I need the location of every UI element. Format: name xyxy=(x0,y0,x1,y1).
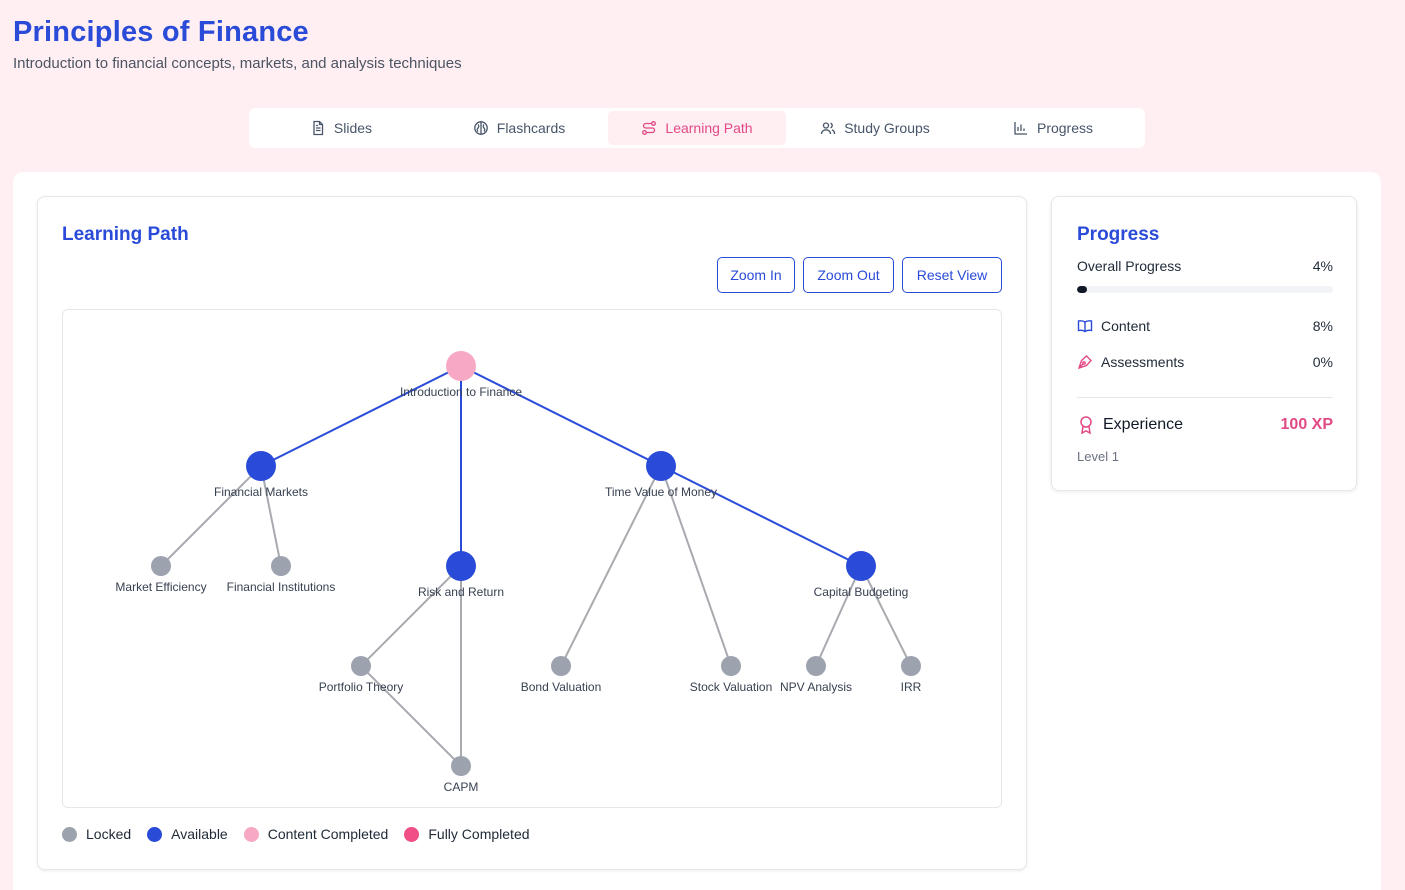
node-label-portfolio: Portfolio Theory xyxy=(319,680,404,694)
content-row: Content 8% xyxy=(1077,318,1333,334)
progress-title: Progress xyxy=(1077,224,1160,245)
experience-row: Experience 100 XP xyxy=(1077,415,1333,435)
document-icon xyxy=(313,120,324,136)
edge-markets-institutions xyxy=(260,465,282,567)
content-value: 8% xyxy=(1312,318,1333,334)
edge-portfolio-capm xyxy=(360,665,462,767)
overall-progress-bar xyxy=(1077,286,1333,293)
node-label-markets: Financial Markets xyxy=(214,485,308,499)
book-icon xyxy=(1077,320,1093,333)
legend-label: Content Completed xyxy=(267,826,389,842)
legend-item-content-completed: Content Completed xyxy=(243,826,389,842)
node-label-efficiency: Market Efficiency xyxy=(115,580,206,594)
node-label-capbud: Capital Budgeting xyxy=(814,585,909,599)
brain-icon xyxy=(473,121,488,135)
node-label-stock: Stock Valuation xyxy=(690,680,773,694)
reset-view-button[interactable]: Reset View xyxy=(902,257,1002,293)
legend-dot-fully-completed xyxy=(404,826,420,842)
node-label-institutions: Financial Institutions xyxy=(227,580,336,594)
tab-progress[interactable]: Progress xyxy=(964,111,1142,145)
overall-progress-row: Overall Progress 4% xyxy=(1077,258,1333,274)
overall-progress-label: Overall Progress xyxy=(1077,258,1182,274)
edge-tvm-stock xyxy=(660,465,732,667)
node-bond[interactable] xyxy=(551,656,571,676)
edge-tvm-bond xyxy=(560,465,662,667)
legend-item-fully-completed: Fully Completed xyxy=(404,826,530,842)
zoom-out-button[interactable]: Zoom Out xyxy=(803,257,894,293)
experience-value: 100 XP xyxy=(1280,416,1333,433)
node-label-irr: IRR xyxy=(901,680,922,694)
tab-label: Slides xyxy=(333,120,373,136)
tab-flashcards[interactable]: Flashcards xyxy=(430,111,608,145)
tab-label: Learning Path xyxy=(665,120,753,136)
overall-progress-fill xyxy=(1077,286,1088,293)
level-text: Level 1 xyxy=(1077,449,1119,464)
tab-label: Progress xyxy=(1036,120,1094,136)
node-irr[interactable] xyxy=(901,656,921,676)
legend-item-locked: Locked xyxy=(62,826,131,842)
tab-study-groups[interactable]: Study Groups xyxy=(786,111,964,145)
node-npv[interactable] xyxy=(806,656,826,676)
route-icon xyxy=(642,121,657,135)
node-label-bond: Bond Valuation xyxy=(521,680,602,694)
pen-tool-icon xyxy=(1077,355,1092,370)
node-capbud[interactable] xyxy=(846,551,876,581)
graph-canvas[interactable]: Introduction to Finance Financial Markets… xyxy=(63,310,1002,808)
overall-progress-value: 4% xyxy=(1312,258,1333,274)
assessments-value: 0% xyxy=(1312,354,1333,370)
divider xyxy=(1077,397,1333,398)
content-label: Content xyxy=(1101,318,1151,334)
page-title: Principles of Finance xyxy=(13,16,309,48)
edge-risk-portfolio xyxy=(360,565,462,667)
edge-capbud-npv xyxy=(815,565,862,667)
legend-dot-available xyxy=(147,826,163,842)
node-risk[interactable] xyxy=(446,551,476,581)
node-label-tvm: Time Value of Money xyxy=(605,485,717,499)
node-label-risk: Risk and Return xyxy=(418,585,504,599)
tab-learning-path[interactable]: Learning Path xyxy=(608,111,786,145)
assessments-row: Assessments 0% xyxy=(1077,354,1333,370)
legend: Locked Available Content Completed Fully… xyxy=(62,826,530,842)
users-icon xyxy=(821,122,836,135)
node-label-npv: NPV Analysis xyxy=(780,680,852,694)
node-capm[interactable] xyxy=(451,756,471,776)
learning-path-graph[interactable]: Introduction to Finance Financial Markets… xyxy=(62,309,1002,808)
learning-path-title: Learning Path xyxy=(62,224,189,245)
node-label-intro: Introduction to Finance xyxy=(400,385,522,399)
tab-label: Study Groups xyxy=(844,120,930,136)
edge-intro-markets xyxy=(260,365,462,467)
edge-markets-efficiency xyxy=(160,465,262,567)
award-icon xyxy=(1080,416,1092,435)
bar-chart-icon xyxy=(1014,122,1027,135)
node-stock[interactable] xyxy=(721,656,741,676)
experience-label: Experience xyxy=(1103,416,1184,433)
assessments-label: Assessments xyxy=(1101,354,1185,370)
legend-label: Available xyxy=(171,826,228,842)
tab-bar: Slides Flashcards Learning Path Study Gr… xyxy=(249,108,1145,148)
progress-card: Progress Overall Progress 4% Content 8% … xyxy=(1051,196,1357,491)
legend-dot-content-completed xyxy=(243,826,259,842)
tab-slides[interactable]: Slides xyxy=(252,111,430,145)
legend-dot-locked xyxy=(62,826,77,842)
node-tvm[interactable] xyxy=(646,451,676,481)
edge-tvm-capbud xyxy=(660,465,862,567)
edge-intro-tvm xyxy=(460,365,662,467)
node-institutions[interactable] xyxy=(271,556,291,576)
edge-capbud-irr xyxy=(860,565,912,667)
zoom-in-button[interactable]: Zoom In xyxy=(717,257,795,293)
node-markets[interactable] xyxy=(246,451,276,481)
node-intro[interactable] xyxy=(446,351,476,381)
node-label-capm: CAPM xyxy=(444,780,479,794)
page-subtitle: Introduction to financial concepts, mark… xyxy=(13,55,462,72)
node-portfolio[interactable] xyxy=(351,656,371,676)
node-efficiency[interactable] xyxy=(151,556,171,576)
tab-label: Flashcards xyxy=(496,120,566,136)
legend-label: Locked xyxy=(86,826,132,842)
legend-item-available: Available xyxy=(147,826,228,842)
legend-label: Fully Completed xyxy=(428,826,530,842)
